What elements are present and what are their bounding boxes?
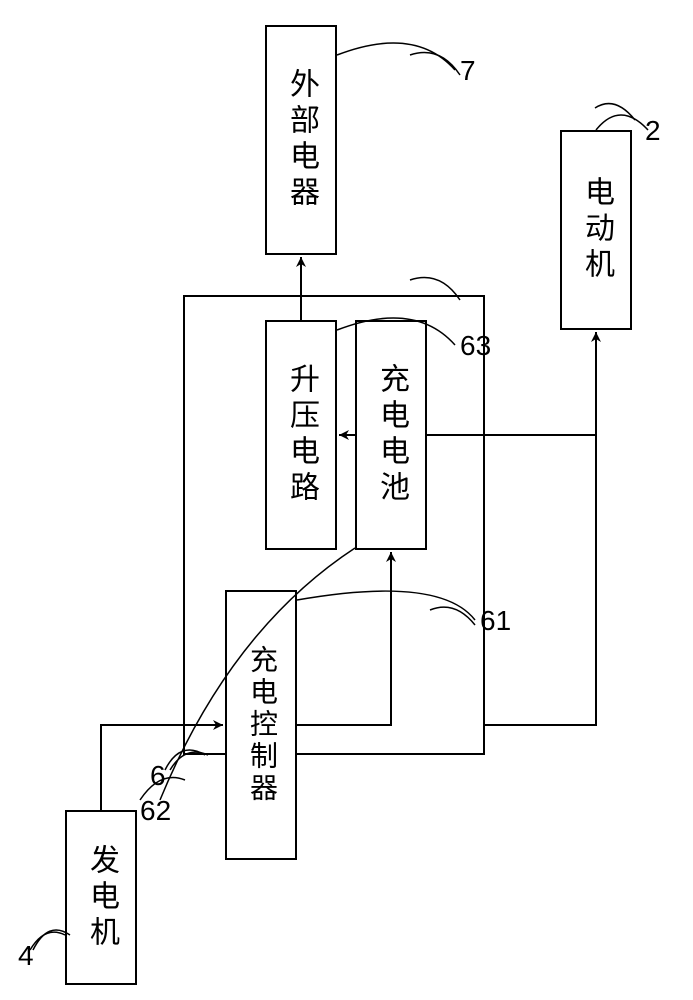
callout-6: 6 (150, 760, 166, 792)
charge-controller-box: 充电控制器 (225, 590, 297, 860)
leader-4 (30, 932, 65, 950)
motor-box: 电动机 (560, 130, 632, 330)
leader-2 (595, 104, 635, 120)
external-device-box: 外部电器 (265, 25, 337, 255)
battery-box: 充电电池 (355, 320, 427, 550)
callout-2: 2 (645, 115, 661, 147)
battery-label: 充电电池 (369, 363, 413, 507)
arrow-ctrl-to-motor (485, 332, 596, 725)
diagram-canvas: 外部电器 升压电路 充电电池 充电控制器 电动机 发电机 (0, 0, 693, 1000)
generator-label: 发电机 (79, 844, 123, 952)
generator-box: 发电机 (65, 810, 137, 985)
callout-62: 62 (140, 795, 171, 827)
callout-7: 7 (460, 55, 476, 87)
leader-7 (410, 53, 460, 76)
external-device-label: 外部电器 (279, 68, 323, 212)
boost-circuit-label: 升压电路 (279, 363, 323, 507)
charge-controller-label: 充电控制器 (241, 645, 281, 805)
motor-label: 电动机 (574, 176, 618, 284)
boost-circuit-box: 升压电路 (265, 320, 337, 550)
callout-63: 63 (460, 330, 491, 362)
callout-4: 4 (18, 940, 34, 972)
lead-2 (596, 115, 648, 130)
lead-7 (337, 43, 455, 70)
callout-61: 61 (480, 605, 511, 637)
